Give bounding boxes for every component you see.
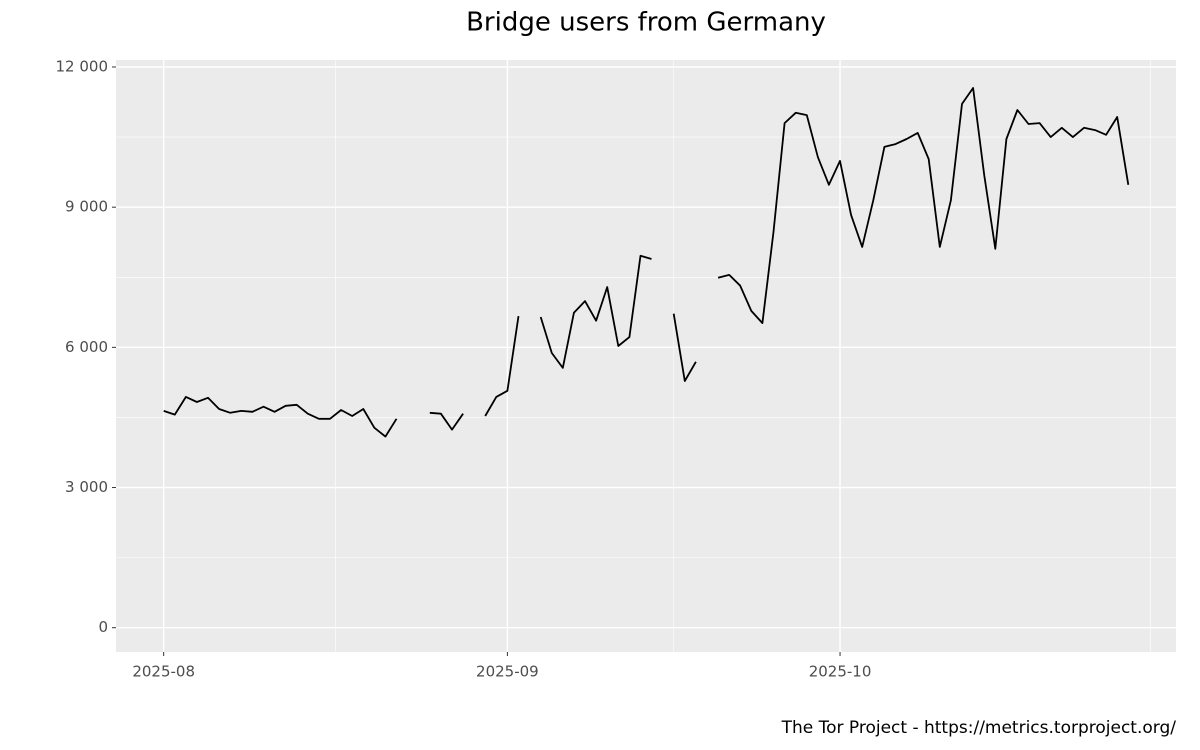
x-tick-label: 2025-09	[476, 663, 539, 681]
data-line	[163, 87, 1130, 438]
y-tick-label: 0	[98, 618, 108, 636]
y-tick-label: 6 000	[65, 338, 108, 356]
x-tick-label: 2025-10	[809, 663, 872, 681]
plot-panel	[116, 60, 1176, 652]
caption: The Tor Project - https://metrics.torpro…	[781, 718, 1177, 738]
y-tick-label: 3 000	[65, 478, 108, 496]
y-tick-label: 9 000	[65, 198, 108, 216]
y-tick-label: 12 000	[56, 58, 109, 76]
x-tick-label: 2025-08	[132, 663, 195, 681]
chart-title: Bridge users from Germany	[466, 8, 826, 38]
